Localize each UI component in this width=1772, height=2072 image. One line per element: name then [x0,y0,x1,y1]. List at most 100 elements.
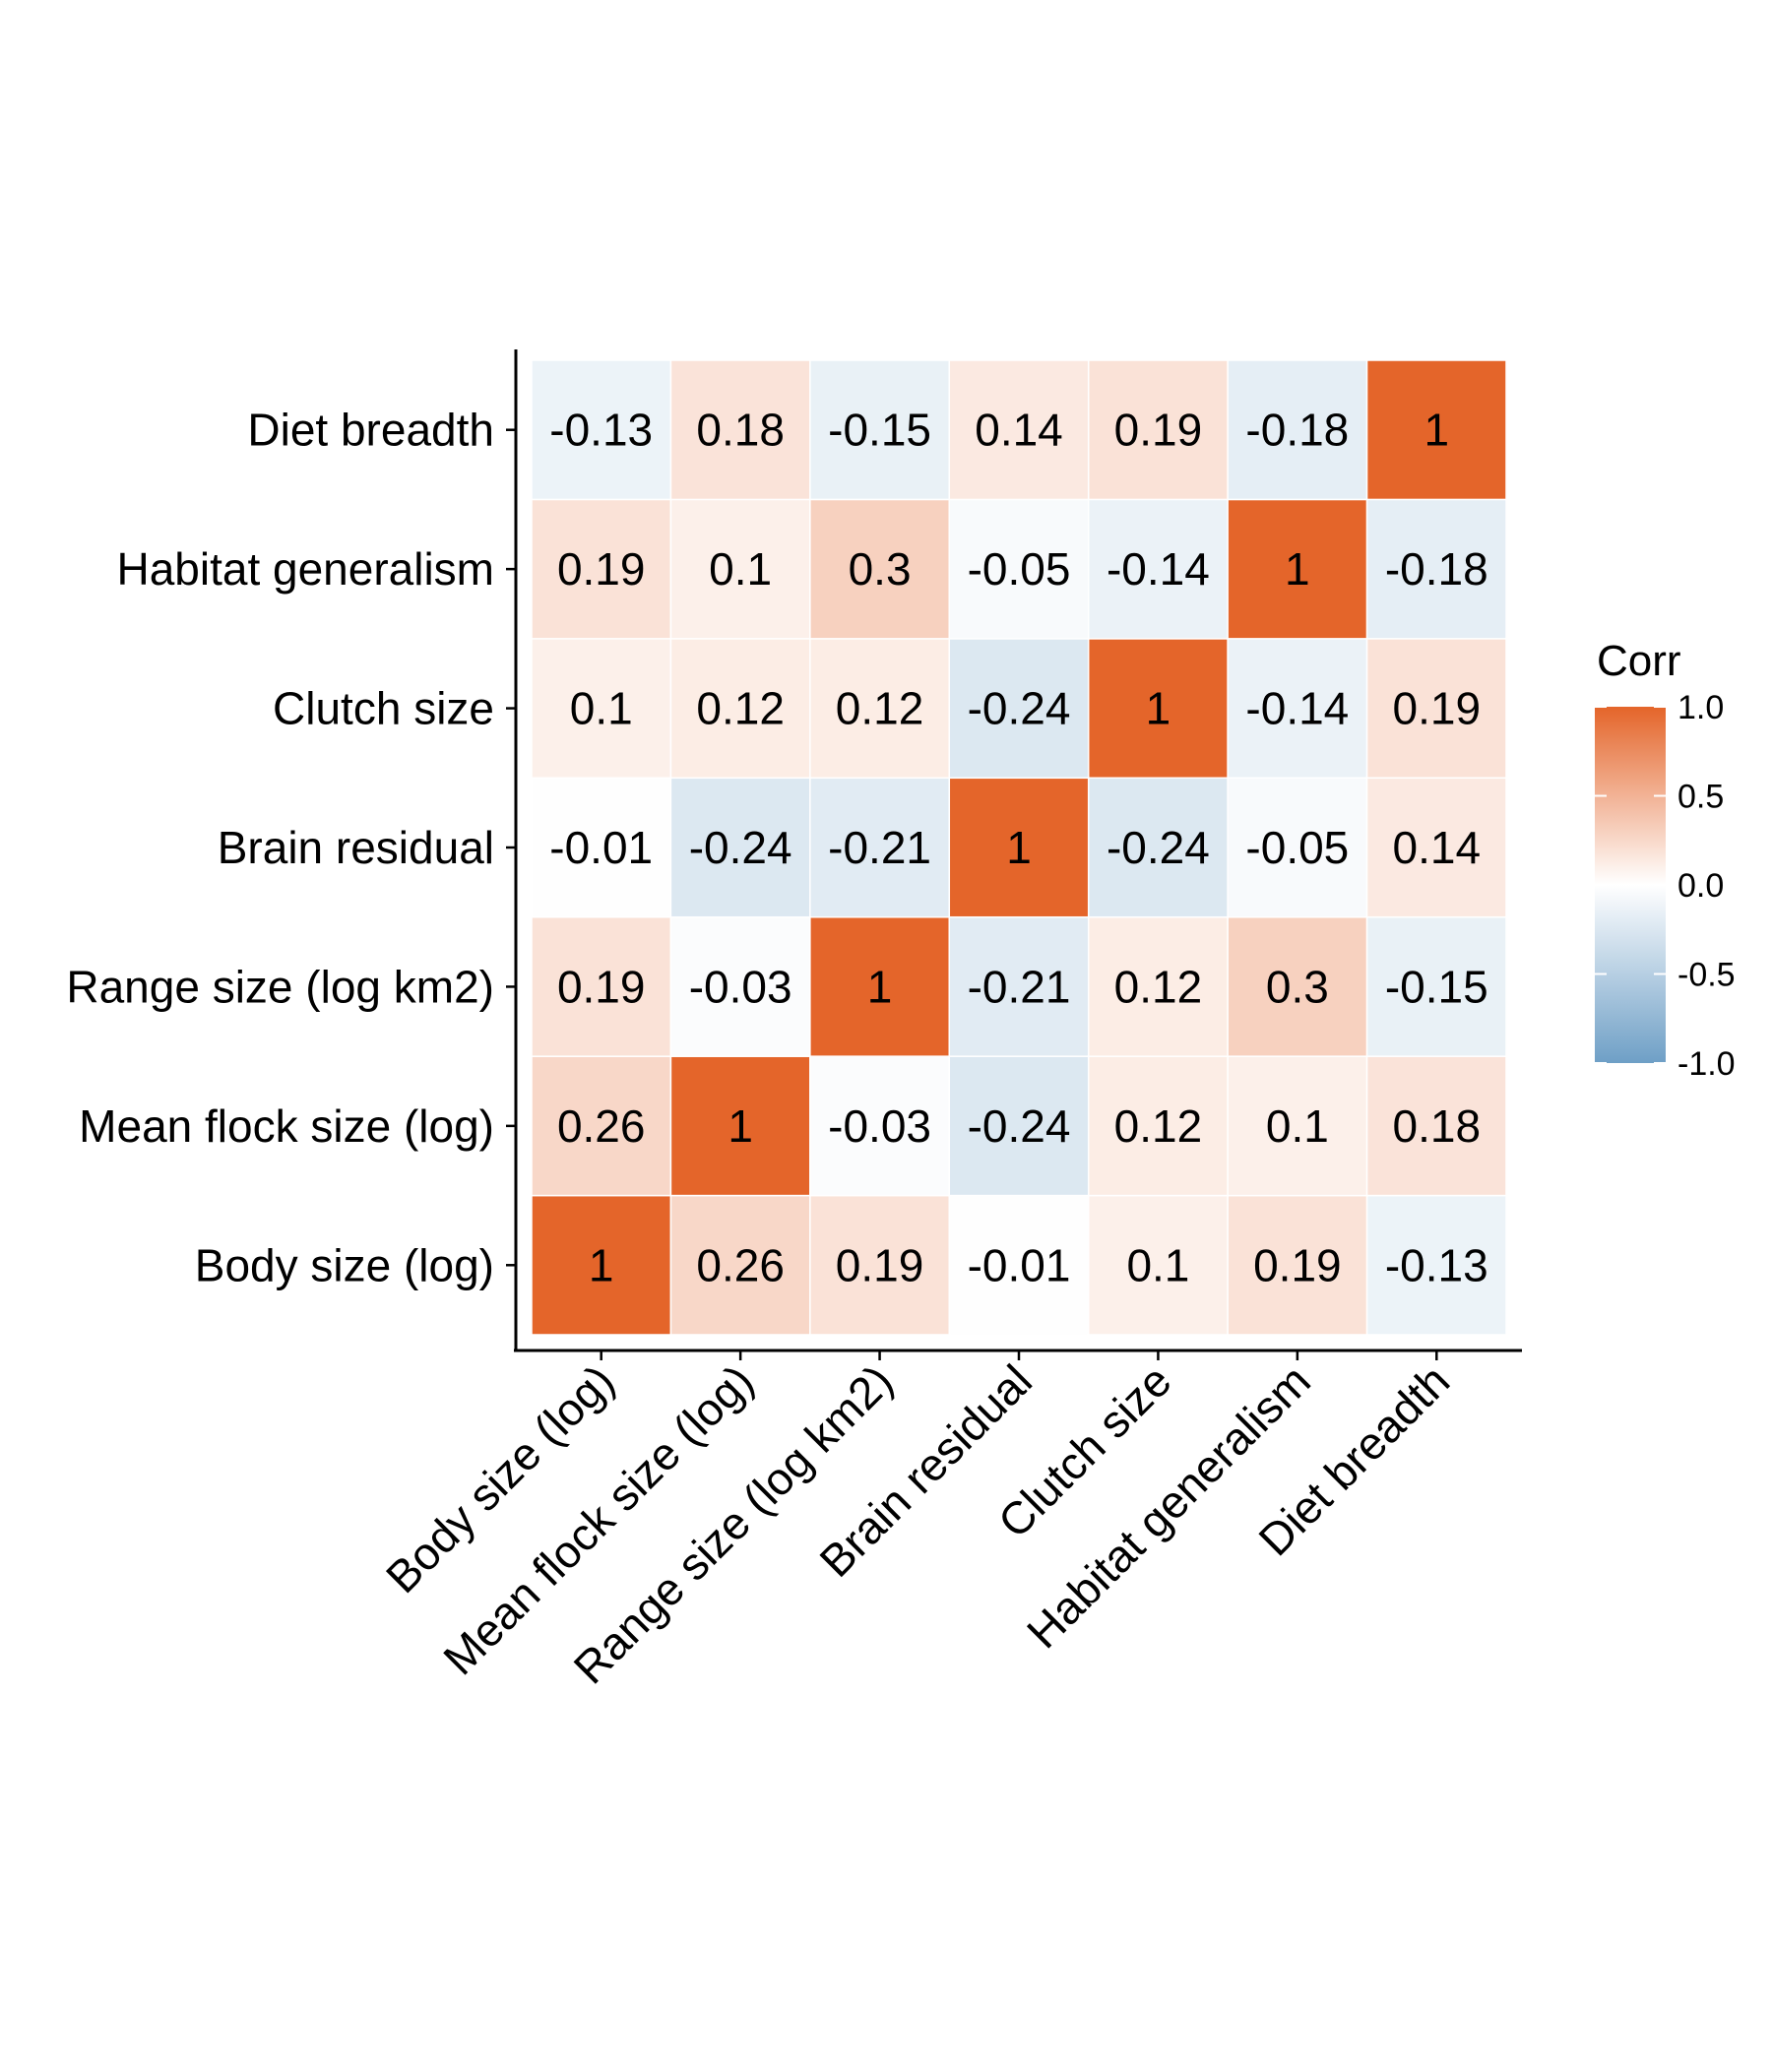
heatmap-cell-range-size-log-km2-x-brain-residual [948,915,1090,1057]
cell-value-label: -0.24 [968,1100,1071,1152]
heatmap-cell-habitat-generalism-x-habitat-generalism [1227,498,1368,640]
y-axis-labels: Body size (log) Mean flock size (log) Rang… [66,405,494,1291]
heatmap-cell-body-size-log-x-mean-flock-size-log [669,1194,811,1336]
cell-value-label: 0.19 [1114,405,1203,456]
cell-value-label: -0.03 [828,1100,931,1152]
heatmap-cell-body-size-log-x-clutch-size [1087,1194,1229,1336]
heatmap-cell-brain-residual-x-diet-breadth [1365,777,1507,918]
heatmap-cell-habitat-generalism-x-diet-breadth [1365,498,1507,640]
cell-value-label: 0.14 [975,405,1063,456]
heatmap-cell-range-size-log-km2-x-clutch-size [1087,915,1229,1057]
cell-value-label: -0.05 [1245,822,1349,873]
cell-value-label: 0.1 [570,683,633,734]
y-tick-label-body-size-log: Body size (log) [195,1239,494,1290]
cell-value-label: 0.19 [557,961,646,1012]
y-tick-label-clutch-size: Clutch size [273,683,494,734]
cell-value-label: -0.24 [968,683,1071,734]
cell-value-label: -0.03 [689,961,792,1012]
heatmap-cell-brain-residual-x-brain-residual [948,777,1090,918]
cell-value-label: -0.18 [1245,405,1349,456]
heatmap-cell-diet-breadth-x-clutch-size [1087,359,1229,501]
legend-title: Corr [1597,637,1681,685]
cell-value-label: -0.14 [1107,543,1210,595]
heatmap-cell-mean-flock-size-log-x-body-size-log [531,1055,672,1197]
heatmap-cell-mean-flock-size-log-x-habitat-generalism [1227,1055,1368,1197]
heatmap-cell-brain-residual-x-mean-flock-size-log [669,777,811,918]
y-tick-label-diet-breadth: Diet breadth [247,405,494,456]
cell-value-label: 0.18 [696,405,785,456]
cell-value-label: -0.01 [968,1239,1071,1290]
cell-value-label: 0.12 [696,683,785,734]
cell-value-label: 1 [728,1100,753,1152]
cell-value-label: 1 [1146,683,1171,734]
heatmap-cell-mean-flock-size-log-x-range-size-log-km2 [809,1055,951,1197]
cell-value-label: 0.19 [1253,1239,1342,1290]
legend-tick-label: -0.5 [1677,957,1736,994]
heatmap-cell-brain-residual-x-habitat-generalism [1227,777,1368,918]
heatmap-cell-mean-flock-size-log-x-mean-flock-size-log [669,1055,811,1197]
cell-value-label: 0.12 [1114,961,1203,1012]
heatmap-cell-habitat-generalism-x-mean-flock-size-log [669,498,811,640]
legend-tick-label: -1.0 [1677,1045,1736,1083]
legend-tick-label: 0.0 [1677,867,1724,905]
cell-value-label: 0.14 [1393,822,1482,873]
cell-value-label: 0.12 [1114,1100,1203,1152]
heatmap-cell-range-size-log-km2-x-diet-breadth [1365,915,1507,1057]
heatmap-cell-diet-breadth-x-range-size-log-km2 [809,359,951,501]
heatmap-cell-habitat-generalism-x-body-size-log [531,498,672,640]
heatmap-cell-diet-breadth-x-brain-residual [948,359,1090,501]
heatmap-cell-diet-breadth-x-diet-breadth [1365,359,1507,501]
cell-value-label: 0.1 [1266,1100,1329,1152]
cell-value-label: -0.24 [1107,822,1210,873]
cell-value-label: 1 [589,1239,614,1290]
legend-tick-label: 1.0 [1677,689,1724,726]
cell-value-label: -0.15 [828,405,931,456]
cell-value-label: 1 [867,961,893,1012]
cell-value-label: -0.24 [689,822,792,873]
cells-layer [531,359,1507,1336]
heatmap-cell-body-size-log-x-habitat-generalism [1227,1194,1368,1336]
cell-value-label: -0.01 [549,822,653,873]
cell-value-label: 0.3 [849,543,912,595]
cell-value-label: -0.21 [828,822,931,873]
cell-value-label: 0.19 [836,1239,924,1290]
cell-value-label: -0.18 [1385,543,1488,595]
cell-value-label: 0.26 [557,1100,646,1152]
y-tick-label-range-size-log-km2: Range size (log km2) [66,961,494,1012]
heatmap-cell-diet-breadth-x-body-size-log [531,359,672,501]
heatmap-cell-body-size-log-x-body-size-log [531,1194,672,1336]
heatmap-cell-range-size-log-km2-x-body-size-log [531,915,672,1057]
cell-value-label: -0.13 [549,405,653,456]
heatmap-cell-body-size-log-x-brain-residual [948,1194,1090,1336]
cell-value-label: 0.19 [1393,683,1482,734]
cell-value-label: 0.3 [1266,961,1329,1012]
x-axis-labels: Body size (log)Mean flock size (log)Rang… [376,1354,1459,1693]
cell-value-label: 0.1 [709,543,772,595]
axes-layer [506,349,1522,1360]
heatmap-cell-habitat-generalism-x-clutch-size [1087,498,1229,640]
cell-value-label: 0.12 [836,683,924,734]
y-tick-label-habitat-generalism: Habitat generalism [116,543,494,595]
heatmap-cell-mean-flock-size-log-x-clutch-size [1087,1055,1229,1197]
y-tick-label-brain-residual: Brain residual [218,822,494,873]
cell-value-label: -0.15 [1385,961,1488,1012]
heatmap-cell-range-size-log-km2-x-mean-flock-size-log [669,915,811,1057]
heatmap-cell-clutch-size-x-diet-breadth [1365,638,1507,780]
cell-value-label: -0.21 [968,961,1071,1012]
cell-value-label: 1 [1006,822,1032,873]
heatmap-cell-diet-breadth-x-habitat-generalism [1227,359,1368,501]
cell-value-label: 1 [1285,543,1310,595]
cell-value-label: -0.13 [1385,1239,1488,1290]
legend: Corr 1.0 0.5 0.0 -0.5 -1.0 [1595,637,1736,1083]
cell-value-label: -0.14 [1245,683,1349,734]
cell-labels-layer: 1 0.26 0.19 -0.01 0.1 0.19 -0.13 0.26 1 -0.03 -0.2… [549,405,1487,1291]
heatmap-cell-clutch-size-x-body-size-log [531,638,672,780]
cell-value-label: 1 [1424,405,1449,456]
cell-value-label: 0.19 [557,543,646,595]
heatmap-cell-body-size-log-x-diet-breadth [1365,1194,1507,1336]
heatmap-cell-clutch-size-x-habitat-generalism [1227,638,1368,780]
heatmap-cell-range-size-log-km2-x-habitat-generalism [1227,915,1368,1057]
cell-value-label: -0.05 [968,543,1071,595]
